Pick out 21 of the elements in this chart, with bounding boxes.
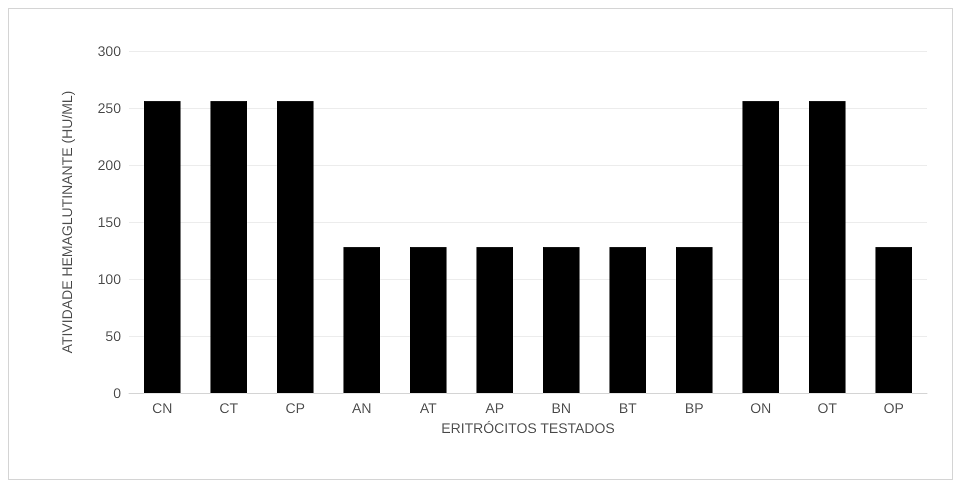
x-tick-label: BT — [618, 400, 638, 416]
x-tick-label: AN — [352, 400, 372, 416]
y-tick-label: 200 — [98, 157, 122, 173]
x-tick-label: ON — [750, 400, 772, 416]
x-tick-label: CN — [152, 400, 172, 416]
x-tick-label: AT — [420, 400, 438, 416]
x-tick-label: CP — [286, 400, 305, 416]
x-tick-label: OP — [884, 400, 904, 416]
y-tick-label: 0 — [113, 385, 122, 401]
x-axis-title: ERITRÓCITOS TESTADOS — [441, 420, 615, 436]
x-tick-label: CT — [219, 400, 239, 416]
x-tick-label: BN — [552, 400, 571, 416]
y-tick-label: 50 — [105, 328, 122, 344]
y-axis-title: ATIVIDADE HEMAGLUTINANTE (HU/ML) — [59, 90, 75, 354]
x-tick-label: OT — [818, 400, 838, 416]
y-tick-label: 150 — [98, 214, 122, 230]
y-tick-label: 300 — [98, 43, 122, 59]
y-tick-label: 250 — [98, 100, 122, 116]
y-tick-label: 100 — [98, 271, 122, 287]
x-tick-label: AP — [485, 400, 504, 416]
x-tick-label: BP — [684, 400, 704, 416]
